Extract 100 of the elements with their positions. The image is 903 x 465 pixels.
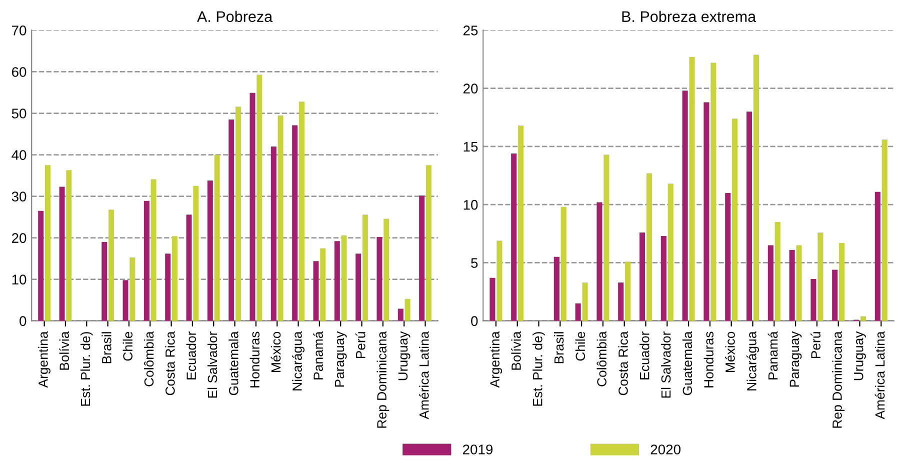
bar [518,126,524,321]
bar [682,90,688,321]
bar [832,270,838,321]
y-tick-label: 0 [20,316,26,326]
x-tick-label: Uruguay [854,331,866,380]
x-tick-label: El Salvador [207,331,218,398]
bar [419,195,425,321]
legend-label: 2019 [462,444,493,454]
x-tick-label: Paraguay [334,331,347,387]
y-tick-label: 70 [12,26,26,36]
bar [496,240,502,321]
x-tick-label: Honduras [704,332,714,388]
x-tick-label: Chile [575,332,586,361]
y-tick-label: 10 [12,274,26,284]
bar [646,173,652,321]
x-tick-label: Guatemala [682,331,692,396]
bar [102,242,108,321]
x-tick-label: Colômbia [596,331,606,386]
bar [582,282,588,321]
bar [618,282,624,321]
x-tick-label: Costa Rica [618,331,628,396]
x-tick-label: México [270,332,281,372]
bar [172,236,178,321]
bar [320,248,326,321]
bar [235,106,241,321]
bar [426,165,432,321]
bar [44,165,50,321]
bar [186,214,192,321]
bar [256,74,262,321]
bar [768,245,774,321]
bar [625,262,631,321]
bar [250,92,256,321]
bar [560,206,566,321]
bar [746,112,752,321]
bar [193,186,199,321]
bar [362,214,368,321]
x-tick-label: Bolívia [511,331,521,370]
y-tick-label: 40 [12,150,26,160]
bar [554,256,560,321]
bar [38,210,44,321]
x-tick-label: Nicarágua [746,331,759,390]
bar [704,102,710,321]
x-tick-label: Bolívia [59,331,70,370]
bar [732,118,738,321]
bar [150,179,156,321]
bar [270,146,276,321]
x-tick-label: Rep Dominicana [832,331,844,428]
bar [490,278,496,321]
bar [130,257,136,321]
x-tick-label: Rep Dominicana [376,331,390,428]
bar [207,180,213,321]
x-tick-label: Argentina [490,331,502,388]
x-tick-label: Colômbia [144,331,154,386]
bar [356,254,362,321]
bar [710,62,716,321]
bar [753,54,759,321]
bar [882,140,888,321]
x-tick-label: Panamá [313,331,323,380]
x-tick-label: Nicarágua [292,331,304,390]
bar [511,153,517,321]
bar [668,184,674,321]
x-tick-label: México [725,332,735,372]
bar [660,236,666,321]
bar [818,232,824,321]
y-tick-label: 20 [463,84,478,94]
y-tick-label: 15 [464,142,478,152]
x-tick-label: América Latina [874,331,885,420]
bar [796,245,802,321]
bar [165,254,171,321]
bar [774,222,780,321]
bar [144,200,150,321]
bar [689,56,695,321]
bar [376,236,382,321]
bar [214,154,220,321]
x-tick-label: Est. Plur. de) [532,332,545,406]
x-tick-label: Brasil [102,332,112,364]
x-tick-label: El Salvador [660,331,671,398]
y-tick-label: 20 [12,233,26,243]
y-tick-label: 60 [12,67,26,77]
bar [789,250,795,321]
bar [59,186,65,321]
y-tick-label: 5 [471,258,478,268]
bar [298,102,304,321]
bar [108,210,114,321]
bar [384,218,390,321]
x-tick-label: Ecuador [640,331,650,380]
bar [725,192,731,321]
bar [66,170,72,321]
bar [874,192,880,321]
bar [575,303,581,321]
legend-label: 2020 [650,444,680,454]
bar [313,261,319,321]
x-tick-label: Chile [122,332,132,361]
y-tick-label: 25 [463,26,478,36]
x-tick-label: Costa Rica [165,331,175,396]
x-tick-label: Panamá [768,331,778,380]
x-tick-label: Paraguay [790,331,802,387]
bar [604,154,610,321]
bar [839,242,845,321]
x-tick-label: Honduras [250,332,260,388]
